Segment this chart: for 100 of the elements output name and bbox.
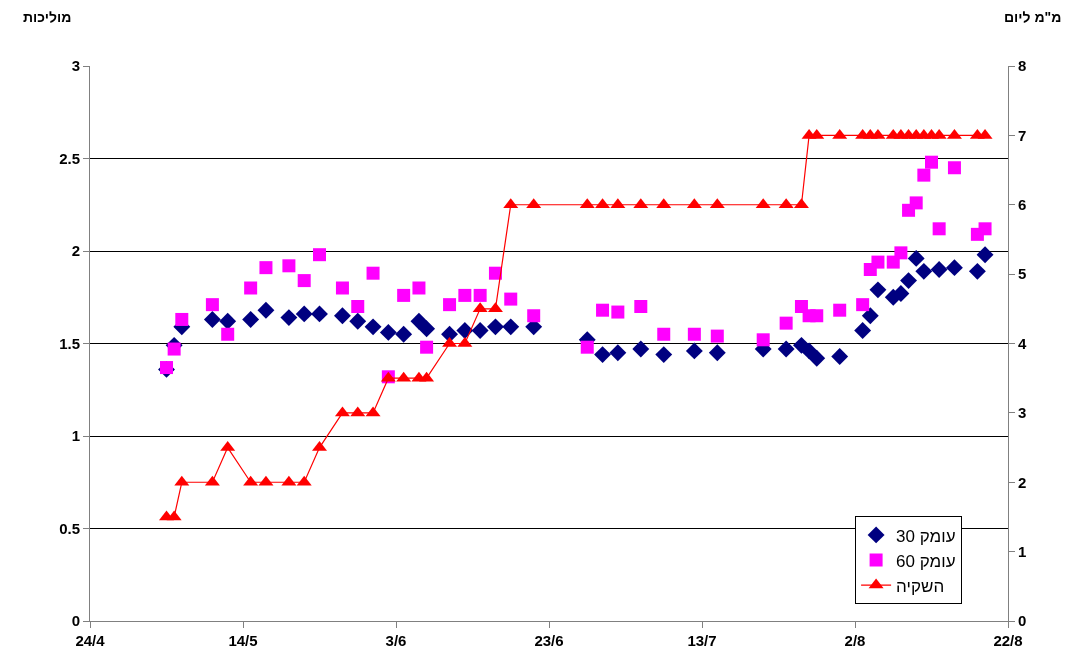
point [397, 288, 411, 302]
point [756, 333, 770, 347]
point [946, 259, 963, 277]
x-tick-label: 22/8 [993, 632, 1023, 649]
point [335, 281, 349, 295]
point [871, 255, 885, 269]
x-tick-label: 14/5 [228, 632, 258, 649]
point [655, 346, 673, 364]
point [259, 261, 273, 275]
y-axis-title: מוליכות [23, 9, 72, 25]
legend-label: עומק 30 [896, 526, 956, 546]
legend-label: עומק 60 [896, 551, 956, 571]
point [364, 318, 382, 336]
point [280, 309, 298, 327]
point [833, 303, 847, 317]
y2-tick-label: 0 [1018, 612, 1027, 630]
y2-tick-label: 3 [1018, 404, 1027, 422]
point [917, 168, 931, 182]
y-tick-label: 2.5 [59, 149, 80, 167]
point [456, 322, 474, 339]
y2-tick-label: 5 [1018, 265, 1027, 283]
point [334, 307, 351, 325]
point [205, 298, 219, 312]
point [221, 327, 235, 341]
point [504, 292, 518, 306]
point [687, 327, 701, 341]
point [471, 322, 489, 339]
point [976, 246, 994, 264]
legend-label: השקיה [896, 576, 945, 596]
x-tick-label: 3/6 [385, 632, 407, 649]
point [685, 342, 703, 360]
point [779, 316, 793, 330]
y2-tick-label: 6 [1018, 196, 1027, 213]
point [527, 309, 541, 323]
point [366, 266, 380, 280]
point [349, 312, 367, 330]
point [175, 312, 189, 326]
x-tick-label: 23/6 [534, 632, 564, 649]
point [379, 323, 397, 341]
point [351, 300, 365, 313]
point [657, 327, 671, 341]
x-tick-label: 2/8 [844, 632, 866, 649]
point [502, 318, 520, 336]
y-tick-label: 0.5 [59, 519, 80, 537]
y-tick-label: 3 [71, 57, 80, 75]
x-tick-label: 24/4 [75, 632, 106, 649]
x-tick-label: 13/7 [687, 632, 717, 649]
point [420, 340, 434, 354]
point [632, 340, 650, 358]
point [611, 305, 625, 319]
point [861, 307, 879, 325]
point [311, 305, 328, 323]
point [295, 305, 313, 323]
point [909, 196, 923, 210]
y-tick-label: 1 [71, 427, 80, 445]
point [831, 348, 849, 365]
point [930, 261, 948, 278]
y2-tick-label: 4 [1018, 334, 1027, 352]
point [418, 320, 436, 338]
point [242, 311, 260, 328]
y-tick-label: 1.5 [59, 334, 80, 352]
point [947, 161, 961, 175]
point [594, 346, 611, 364]
point [777, 340, 795, 358]
point [907, 249, 925, 267]
point [854, 322, 872, 339]
point [458, 288, 472, 302]
y2-axis-title: מ"מ ליום [1004, 9, 1062, 25]
point [932, 222, 946, 236]
point [473, 288, 487, 302]
point [978, 222, 992, 236]
y2-tick-label: 7 [1018, 126, 1027, 144]
y-tick-label: 0 [71, 612, 80, 630]
point [297, 274, 311, 288]
y-tick-label: 2 [71, 242, 80, 260]
point [900, 272, 917, 290]
point [634, 300, 648, 313]
point [487, 318, 504, 336]
point [869, 281, 887, 299]
point [580, 340, 594, 354]
point [925, 155, 938, 169]
y2-tick-label: 2 [1018, 473, 1027, 491]
point [596, 303, 610, 317]
point [203, 311, 221, 328]
point [219, 312, 237, 330]
point [313, 248, 326, 262]
y2-tick-label: 1 [1018, 542, 1027, 560]
point [968, 262, 986, 280]
point [282, 259, 296, 273]
point [395, 325, 413, 343]
point [710, 329, 724, 343]
point [708, 344, 726, 362]
point [810, 309, 824, 323]
point [609, 344, 627, 362]
point [808, 349, 826, 367]
point [894, 246, 908, 260]
point [167, 342, 181, 356]
point [856, 298, 870, 312]
point [915, 262, 933, 280]
point [412, 281, 426, 295]
